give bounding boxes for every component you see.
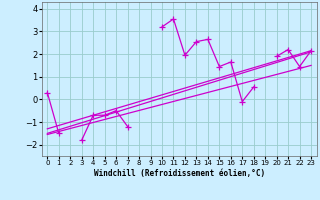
X-axis label: Windchill (Refroidissement éolien,°C): Windchill (Refroidissement éolien,°C) [94,169,265,178]
